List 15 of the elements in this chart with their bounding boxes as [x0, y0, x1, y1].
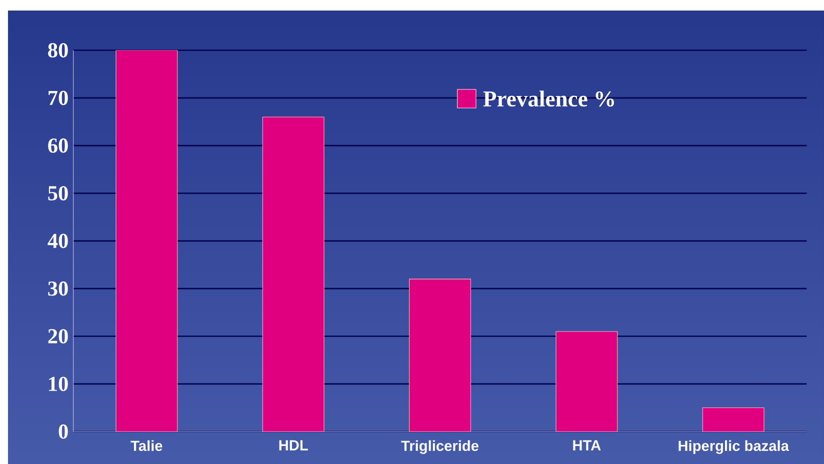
- x-tick-label: HDL: [279, 440, 308, 450]
- y-tick-label: 70: [48, 90, 68, 106]
- text: Prevalence %: [483, 90, 614, 107]
- y-tick-label: 50: [48, 186, 68, 200]
- x-tick-label: Trigliceride: [401, 440, 478, 454]
- y-tick-label: 20: [48, 329, 68, 344]
- x-tick-label: HTA: [573, 440, 601, 450]
- y-tick-label: 60: [48, 138, 68, 153]
- x-tick-label: Hiperglic bazala: [678, 440, 790, 454]
- y-tick-label: 40: [48, 234, 68, 248]
- y-tick-label: 10: [49, 376, 68, 392]
- x-tick-label: Talie: [130, 440, 162, 452]
- y-tick-label: 80: [48, 43, 68, 58]
- y-tick-label: 30: [48, 281, 68, 296]
- y-tick-label: 0: [58, 424, 68, 439]
